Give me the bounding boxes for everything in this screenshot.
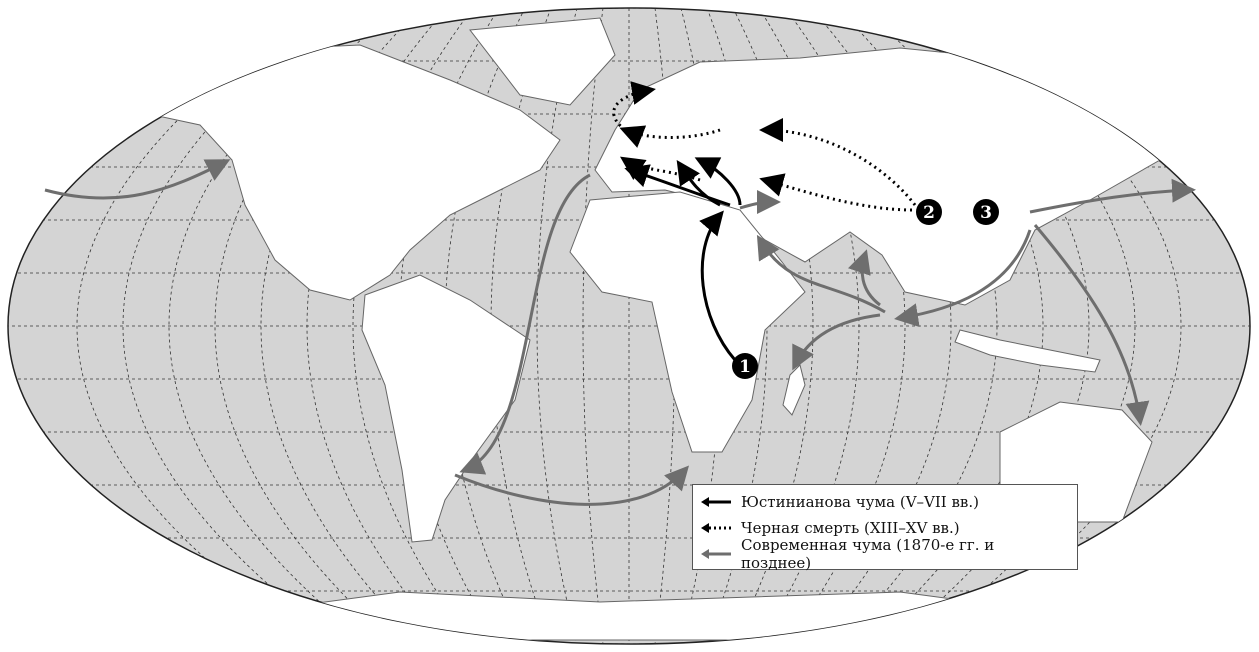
origin-markers: 1 2 3 [732,199,999,379]
route-egypt-anatolia [694,157,742,206]
route-china-levant [759,173,913,212]
route-china-australia [1033,224,1150,426]
route-egypt-greece [676,160,721,207]
legend-label: Черная смерть (XIII–XV вв.) [741,519,960,537]
map-legend: Юстинианова чума (V–VII вв.) Черная смер… [692,484,1078,572]
route-india-mideast [847,249,881,307]
legend-item-justinian: Юстинианова чума (V–VII вв.) [701,489,1069,515]
south-america [361,274,531,543]
route-italy-france [620,156,701,182]
modern-routes [44,159,1196,506]
route-europe-scandinavia [612,81,656,132]
svg-text:2: 2 [923,203,935,223]
route-pacific-na [44,159,231,200]
marker-2: 2 [916,199,942,225]
marker-1: 1 [732,353,758,379]
legend-item-modern: Современная чума (1870-е гг. и позднее) [701,536,1069,572]
route-egypt-east [739,190,781,215]
indonesia [954,329,1101,373]
svg-text:3: 3 [980,203,992,223]
legend-item-black-death: Черная смерть (XIII–XV вв.) [701,515,1069,541]
legend-label: Юстинианова чума (V–VII вв.) [741,493,979,511]
route-india-arabia [756,234,886,314]
greenland [469,17,616,106]
route-africa-egypt [699,210,737,361]
black-death-routes [612,81,917,212]
legend-label: Современная чума (1870-е гг. и позднее) [741,536,995,572]
route-europe-sa [459,173,591,475]
solid-black-arrow-icon [701,497,731,507]
solid-gray-arrow-icon [701,549,731,559]
dotted-black-arrow-icon [701,523,731,533]
north-america [59,44,561,301]
marker-3: 3 [973,199,999,225]
route-china-pacific [1029,178,1196,214]
route-sa-africa [454,465,690,506]
route-china-india [894,229,1032,328]
continents [59,17,1201,641]
svg-text:1: 1 [739,357,751,377]
africa [569,191,806,453]
route-india-africa [792,313,881,371]
